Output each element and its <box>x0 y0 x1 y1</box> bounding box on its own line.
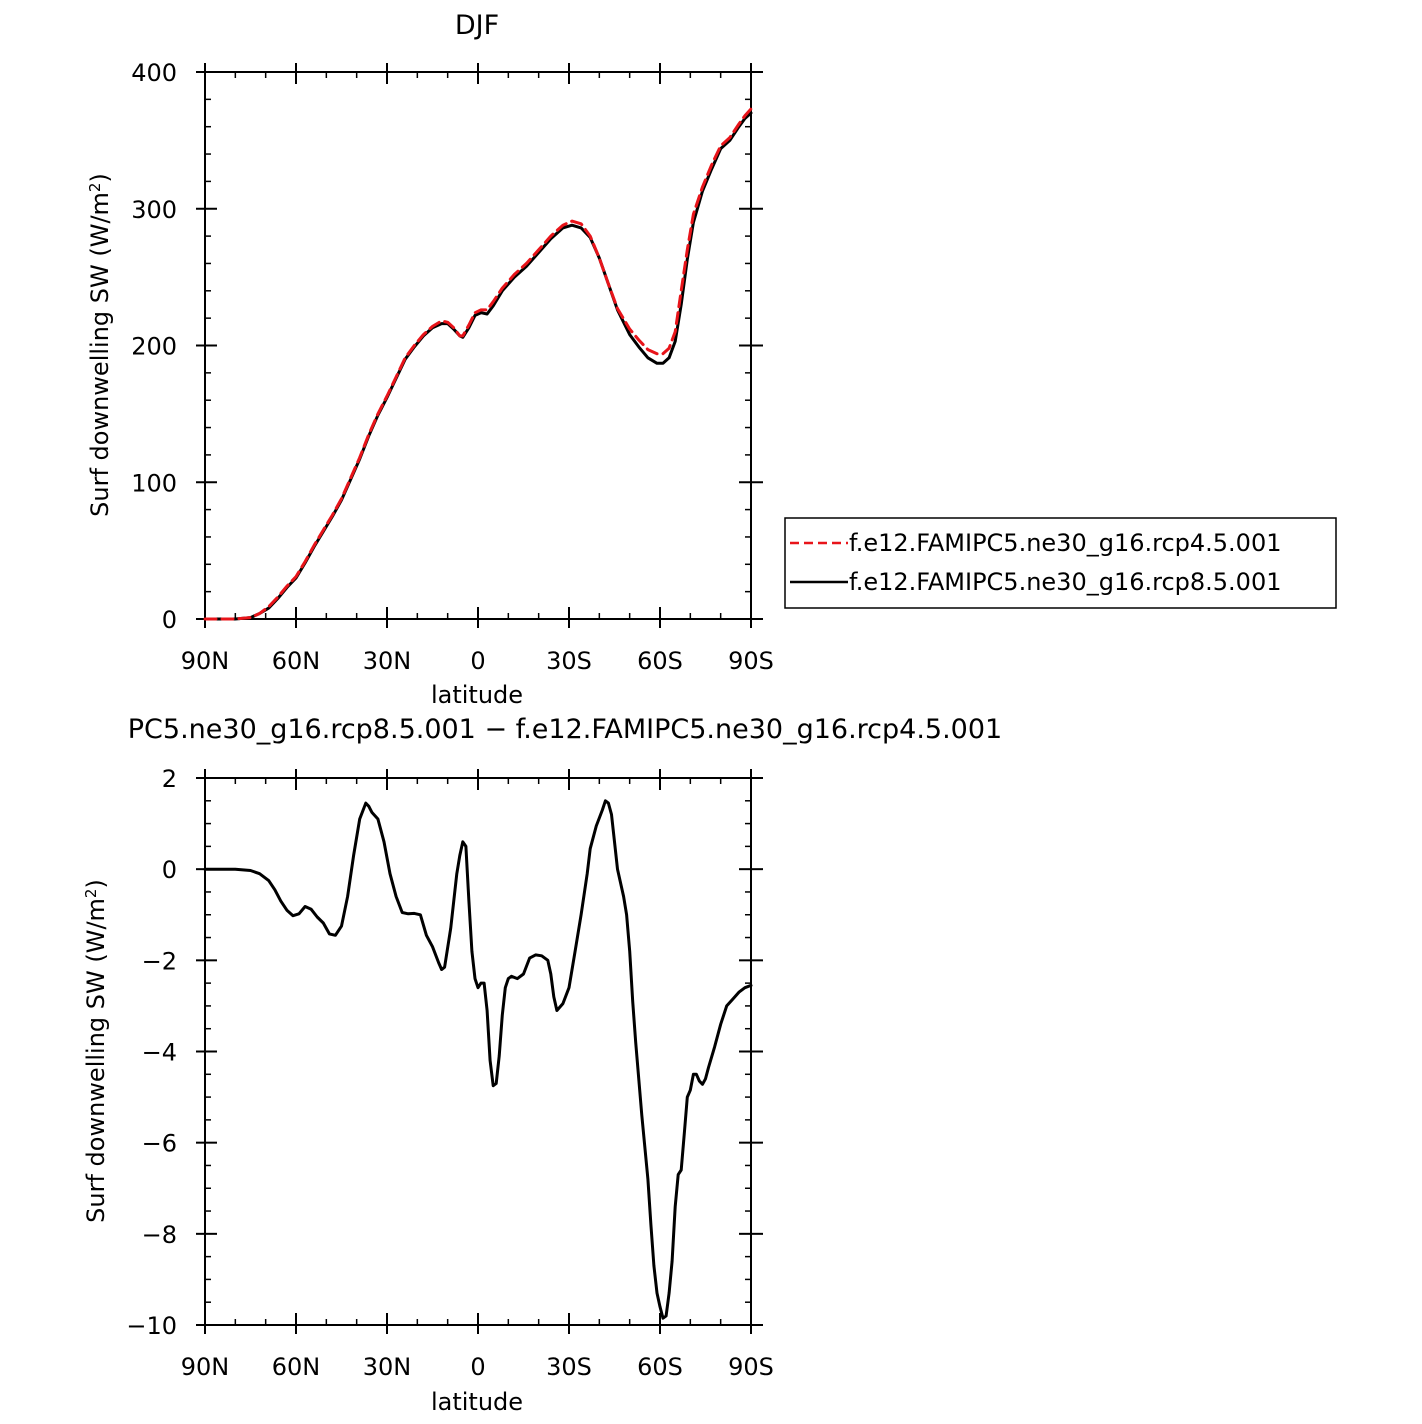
top-series-line-1 <box>203 111 753 621</box>
bottom-y-axis-label-close: ) <box>82 879 110 888</box>
x-tick-label: 60S <box>637 1353 683 1381</box>
bottom-axis-ticks: 90N 60N 30N 0 30S 60S 90S −10 −8 −6 −4 −2 0 2 <box>126 765 774 1381</box>
x-tick-label: 0 <box>470 647 485 675</box>
x-tick-label: 90N <box>181 1353 230 1381</box>
legend: f.e12.FAMIPC5.ne30_g16.rcp4.5.001 f.e12.… <box>784 517 1337 609</box>
x-tick-label: 30S <box>546 1353 592 1381</box>
top-chart-title: DJF <box>455 10 499 41</box>
y-tick-label: −8 <box>142 1221 177 1249</box>
y-tick-label: 400 <box>131 59 177 87</box>
x-tick-label: 30N <box>363 1353 412 1381</box>
x-tick-label: 90S <box>728 647 774 675</box>
x-tick-label: 60N <box>272 1353 321 1381</box>
top-y-axis-label-main: Surf downwelling SW (W/m <box>86 192 114 517</box>
y-tick-label: 300 <box>131 196 177 224</box>
top-series-line-0 <box>203 107 753 621</box>
y-tick-label: 0 <box>162 856 177 884</box>
x-tick-label: 30N <box>363 647 412 675</box>
top-panel: DJF 90N 60N 30N 0 30S 60S 90S 0 100 200 300 400 lat… <box>86 10 774 709</box>
bottom-chart-title: PC5.ne30_g16.rcp8.5.001 − f.e12.FAMIPC5.… <box>128 714 1002 745</box>
top-y-axis-label-superscript: 2 <box>86 183 104 193</box>
x-tick-label: 90N <box>181 647 230 675</box>
legend-frame <box>784 517 1337 609</box>
legend-label-rcp45: f.e12.FAMIPC5.ne30_g16.rcp4.5.001 <box>849 529 1282 557</box>
bottom-series-line-0 <box>203 799 753 1320</box>
y-tick-label: 0 <box>162 606 177 634</box>
top-series-lines <box>203 107 753 621</box>
y-tick-label: 200 <box>131 333 177 361</box>
y-tick-label: −4 <box>142 1039 177 1067</box>
top-axis-ticks: 90N 60N 30N 0 30S 60S 90S 0 100 200 300 400 <box>131 59 774 675</box>
y-tick-label: −2 <box>142 947 177 975</box>
y-tick-label: 2 <box>162 765 177 793</box>
legend-label-rcp85: f.e12.FAMIPC5.ne30_g16.rcp8.5.001 <box>849 568 1282 596</box>
y-tick-label: 100 <box>131 469 177 497</box>
x-tick-label: 90S <box>728 1353 774 1381</box>
x-tick-label: 60S <box>637 647 683 675</box>
bottom-y-axis-label: Surf downwelling SW (W/m2) <box>82 879 110 1223</box>
y-tick-label: −6 <box>142 1130 177 1158</box>
bottom-panel: PC5.ne30_g16.rcp8.5.001 − f.e12.FAMIPC5.… <box>82 714 1002 1416</box>
x-tick-label: 0 <box>470 1353 485 1381</box>
top-y-axis-label: Surf downwelling SW (W/m2) <box>86 173 114 517</box>
x-tick-label: 30S <box>546 647 592 675</box>
top-y-axis-label-close: ) <box>86 173 114 182</box>
bottom-y-axis-label-superscript: 2 <box>82 889 100 899</box>
bottom-series-lines <box>203 799 753 1320</box>
top-x-axis-label: latitude <box>431 681 523 709</box>
x-tick-label: 60N <box>272 647 321 675</box>
y-tick-label: −10 <box>126 1312 177 1340</box>
bottom-x-axis-label: latitude <box>431 1388 523 1416</box>
bottom-y-axis-label-main: Surf downwelling SW (W/m <box>82 898 110 1223</box>
